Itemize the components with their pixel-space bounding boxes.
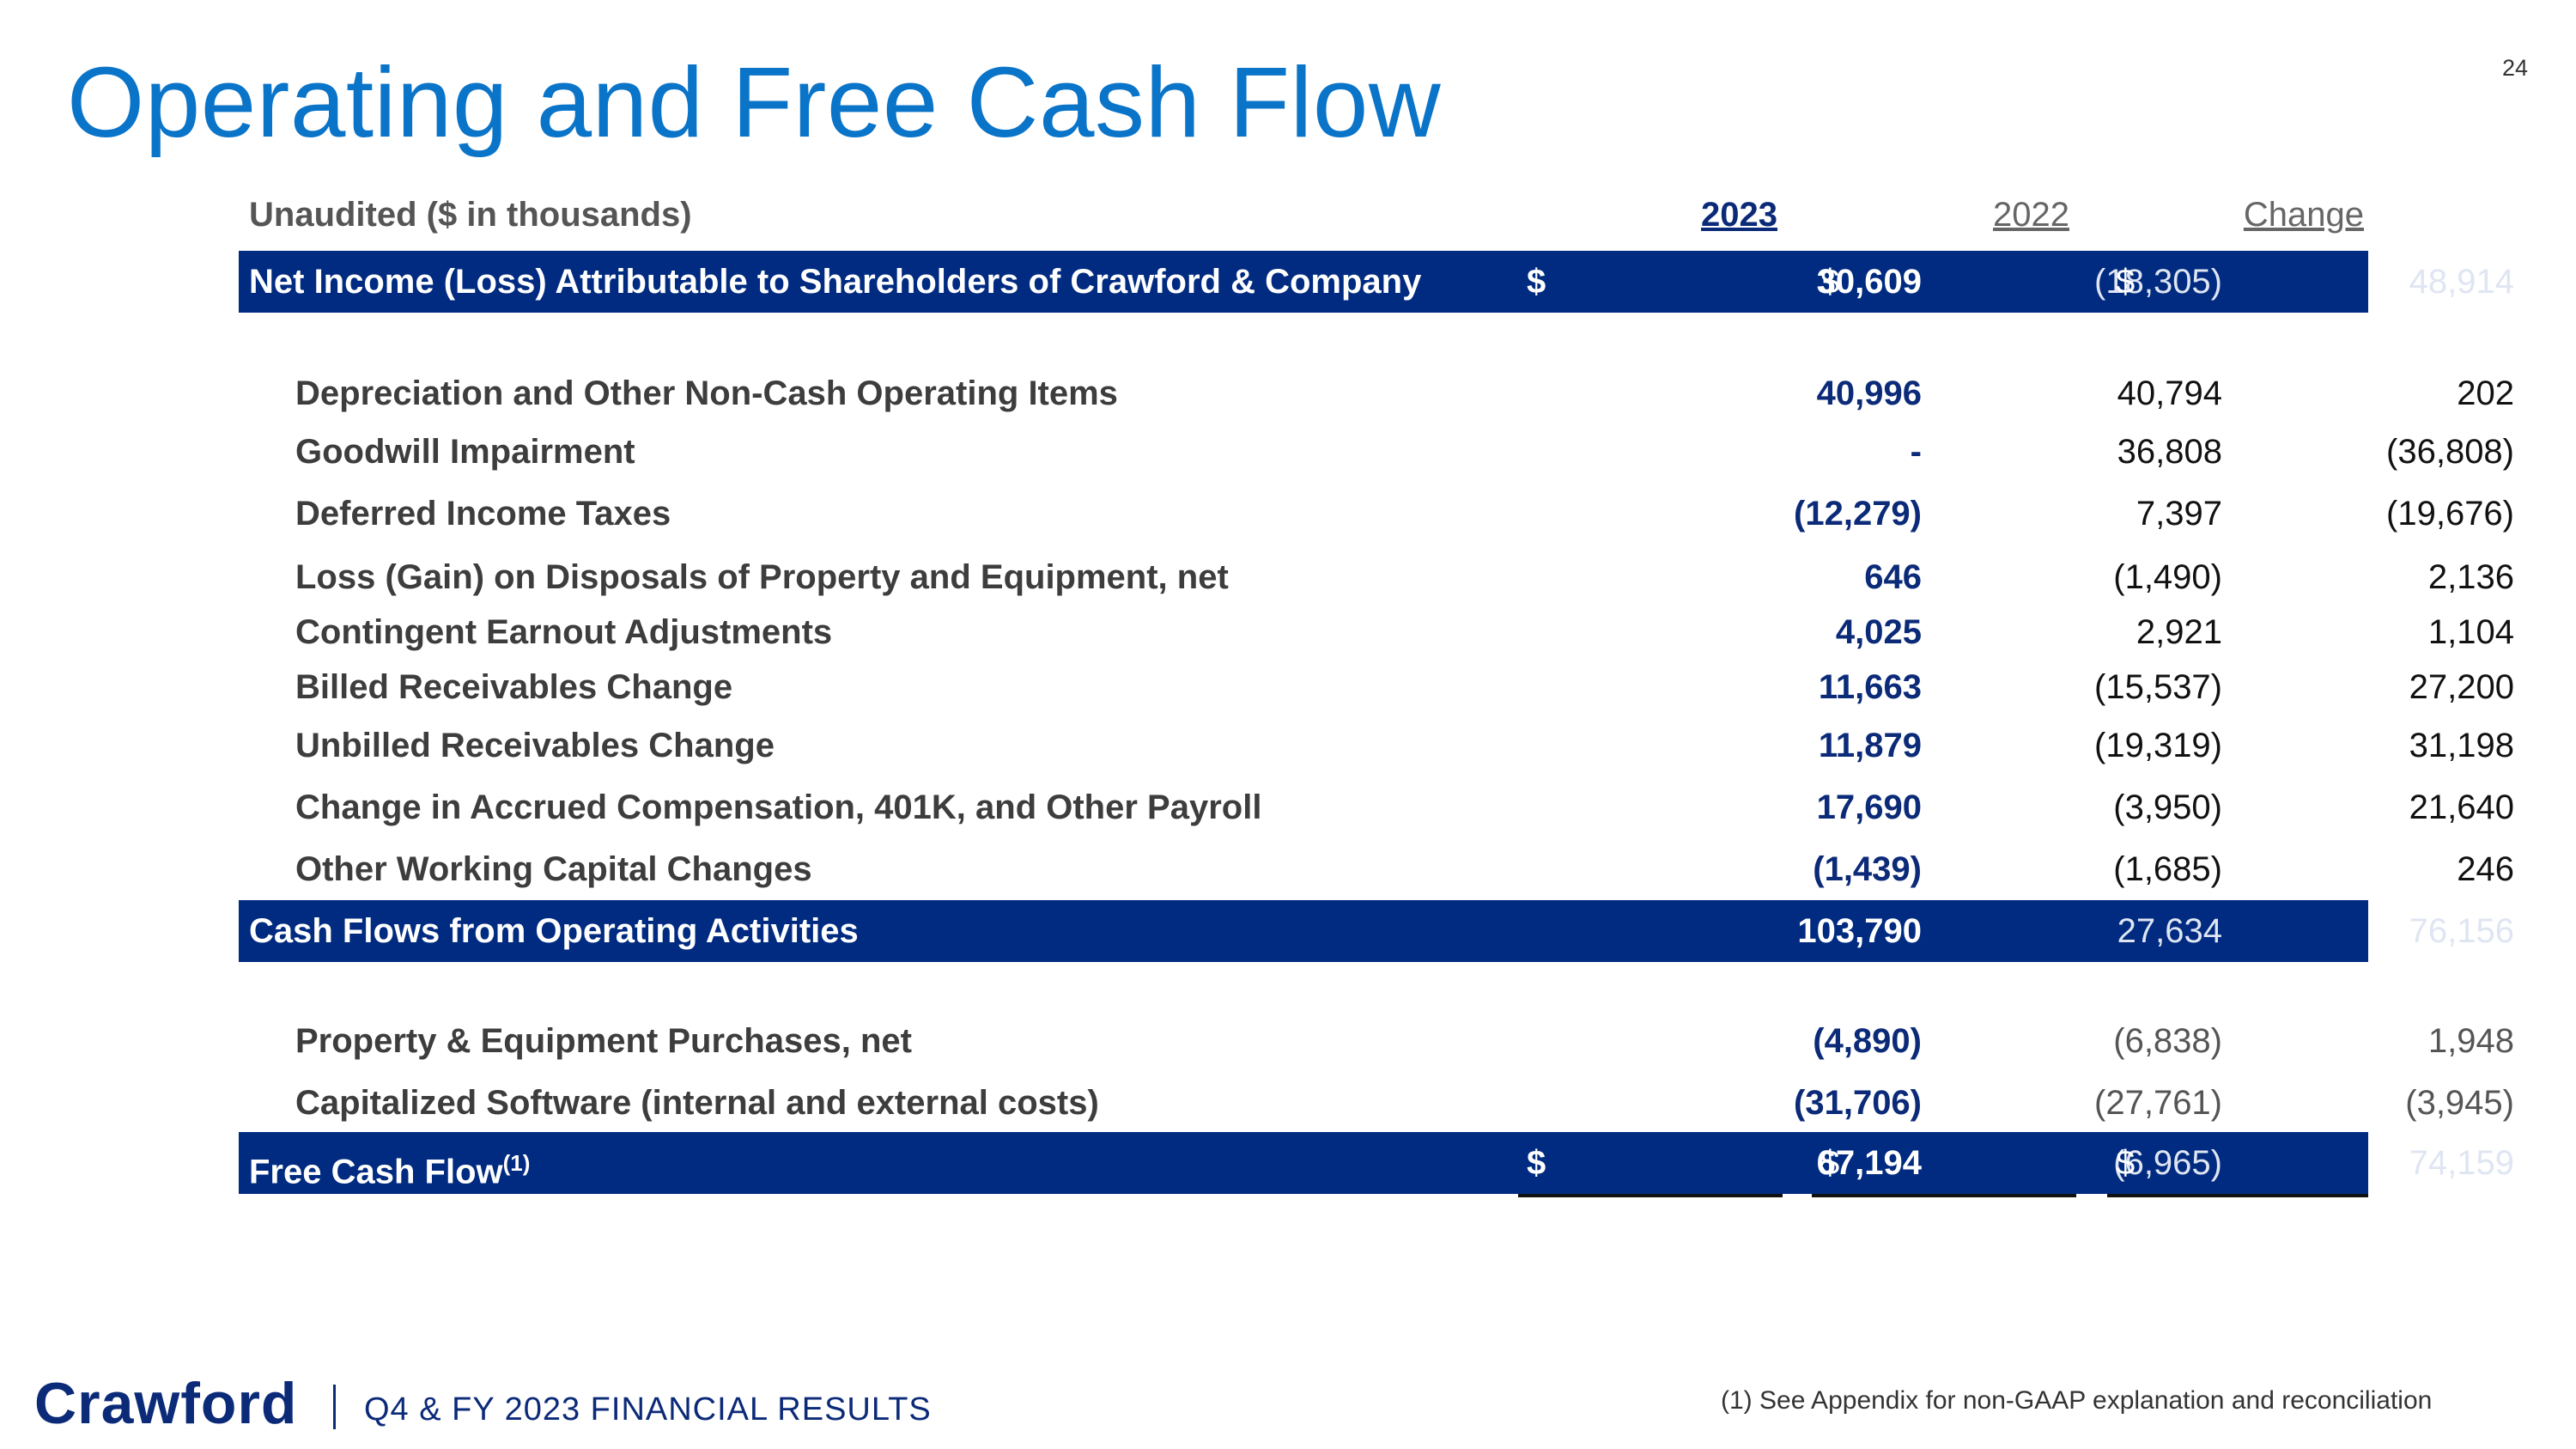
value-2023: 11,879 <box>1818 727 1922 764</box>
value-2022: (18,305) <box>2094 263 2222 301</box>
column-header-change: Change <box>2243 196 2364 234</box>
page-number: 24 <box>2501 55 2528 81</box>
net-income-row: Net Income (Loss) Attributable to Shareh… <box>239 251 2514 313</box>
table-row: Property & Equipment Purchases, net (4,8… <box>239 1010 2514 1072</box>
value-change: 27,200 <box>2409 668 2514 706</box>
free-cash-flow-row: Free Cash Flow(1) $ 67,194 $ (6,965) $ 7… <box>239 1132 2514 1194</box>
value-2022: (6,838) <box>2113 1022 2222 1060</box>
total-underline <box>1812 1194 2076 1197</box>
row-label: Cash Flows from Operating Activities <box>249 912 859 950</box>
table-row: Capitalized Software (internal and exter… <box>239 1072 2514 1134</box>
value-change: 31,198 <box>2409 727 2514 764</box>
value-2023: 17,690 <box>1816 788 1922 826</box>
row-label: Unbilled Receivables Change <box>295 727 775 764</box>
table-row: Depreciation and Other Non-Cash Operatin… <box>239 362 2514 424</box>
value-2022: (27,761) <box>2094 1084 2222 1122</box>
dollar-sign: $ <box>2116 1144 2136 1182</box>
value-change: (19,676) <box>2386 495 2514 533</box>
table-row: Loss (Gain) on Disposals of Property and… <box>239 546 2514 608</box>
value-change: 202 <box>2457 374 2514 412</box>
row-label: Depreciation and Other Non-Cash Operatin… <box>295 374 1118 412</box>
value-2023: (1,439) <box>1813 850 1922 888</box>
value-change: 21,640 <box>2409 788 2514 826</box>
value-2022: 7,397 <box>2136 495 2222 533</box>
row-label: Loss (Gain) on Disposals of Property and… <box>295 558 1229 596</box>
value-2023: (12,279) <box>1794 495 1922 533</box>
value-change: 246 <box>2457 850 2514 888</box>
value-2023: 103,790 <box>1797 912 1922 950</box>
value-change: 48,914 <box>2409 263 2514 301</box>
row-label: Deferred Income Taxes <box>295 495 671 533</box>
dollar-sign: $ <box>1527 263 1546 301</box>
value-2022: (1,685) <box>2113 850 2222 888</box>
value-2023: 11,663 <box>1818 668 1922 706</box>
dollar-sign: $ <box>1820 263 1840 301</box>
row-label: Net Income (Loss) Attributable to Shareh… <box>249 263 1422 301</box>
value-2022: (15,537) <box>2094 668 2222 706</box>
value-change: 2,136 <box>2427 558 2514 596</box>
value-change: 76,156 <box>2409 912 2514 950</box>
column-header-2022: 2022 <box>1993 196 2069 234</box>
value-2023: 4,025 <box>1835 613 1922 651</box>
value-change: 74,159 <box>2409 1144 2514 1182</box>
page-title: Operating and Free Cash Flow <box>67 46 1442 158</box>
row-label: Property & Equipment Purchases, net <box>295 1022 912 1060</box>
row-label: Contingent Earnout Adjustments <box>295 613 833 651</box>
value-2022: 36,808 <box>2117 433 2222 471</box>
dollar-sign: $ <box>1820 1144 1840 1182</box>
value-change: 1,104 <box>2427 613 2514 651</box>
row-label: Billed Receivables Change <box>295 668 733 706</box>
value-2023: 646 <box>1864 558 1922 596</box>
table-row: Contingent Earnout Adjustments 4,025 2,9… <box>239 601 2514 663</box>
row-label: Other Working Capital Changes <box>295 850 812 888</box>
row-label: Capitalized Software (internal and exter… <box>295 1084 1099 1122</box>
table-row: Billed Receivables Change 11,663 (15,537… <box>239 656 2514 718</box>
value-2022: 27,634 <box>2117 912 2222 950</box>
column-header-2023: 2023 <box>1701 196 1777 234</box>
row-label: Change in Accrued Compensation, 401K, an… <box>295 788 1262 826</box>
operating-cash-flow-row: Cash Flows from Operating Activities 103… <box>239 900 2514 962</box>
value-2022: (19,319) <box>2094 727 2222 764</box>
value-change: (3,945) <box>2405 1084 2514 1122</box>
value-2023: (4,890) <box>1813 1022 1922 1060</box>
value-2022: 40,794 <box>2117 374 2222 412</box>
total-underline <box>1518 1194 1783 1197</box>
footnote-reference: (1) <box>502 1150 531 1176</box>
value-2023: (31,706) <box>1794 1084 1922 1122</box>
footer-subtitle: Q4 & FY 2023 FINANCIAL RESULTS <box>364 1391 932 1428</box>
footnote: (1) See Appendix for non-GAAP explanatio… <box>1721 1386 2433 1415</box>
value-2023: - <box>1910 433 1922 471</box>
dollar-sign: $ <box>2116 263 2136 301</box>
table-row: Unbilled Receivables Change 11,879 (19,3… <box>239 715 2514 776</box>
crawford-logo: Crawford <box>34 1371 298 1436</box>
value-2023: 30,609 <box>1816 263 1922 301</box>
value-2022: (1,490) <box>2113 558 2222 596</box>
total-underline <box>2107 1194 2368 1197</box>
units-label: Unaudited ($ in thousands) <box>249 196 692 234</box>
free-cash-flow-label: Free Cash Flow <box>249 1153 503 1191</box>
footer-divider <box>333 1385 336 1429</box>
table-row: Deferred Income Taxes (12,279) 7,397 (19… <box>239 483 2514 545</box>
table-row: Change in Accrued Compensation, 401K, an… <box>239 776 2514 838</box>
row-label: Goodwill Impairment <box>295 433 635 471</box>
value-2022: 2,921 <box>2136 613 2222 651</box>
value-change: 1,948 <box>2427 1022 2514 1060</box>
value-2022: (3,950) <box>2113 788 2222 826</box>
value-2023: 67,194 <box>1816 1144 1922 1182</box>
value-change: (36,808) <box>2386 433 2514 471</box>
table-row: Goodwill Impairment - 36,808 (36,808) <box>239 421 2514 483</box>
table-row: Other Working Capital Changes (1,439) (1… <box>239 838 2514 900</box>
dollar-sign: $ <box>1527 1144 1546 1182</box>
value-2023: 40,996 <box>1816 374 1922 412</box>
row-label: Free Cash Flow(1) <box>249 1132 530 1202</box>
value-2022: (6,965) <box>2113 1144 2222 1182</box>
